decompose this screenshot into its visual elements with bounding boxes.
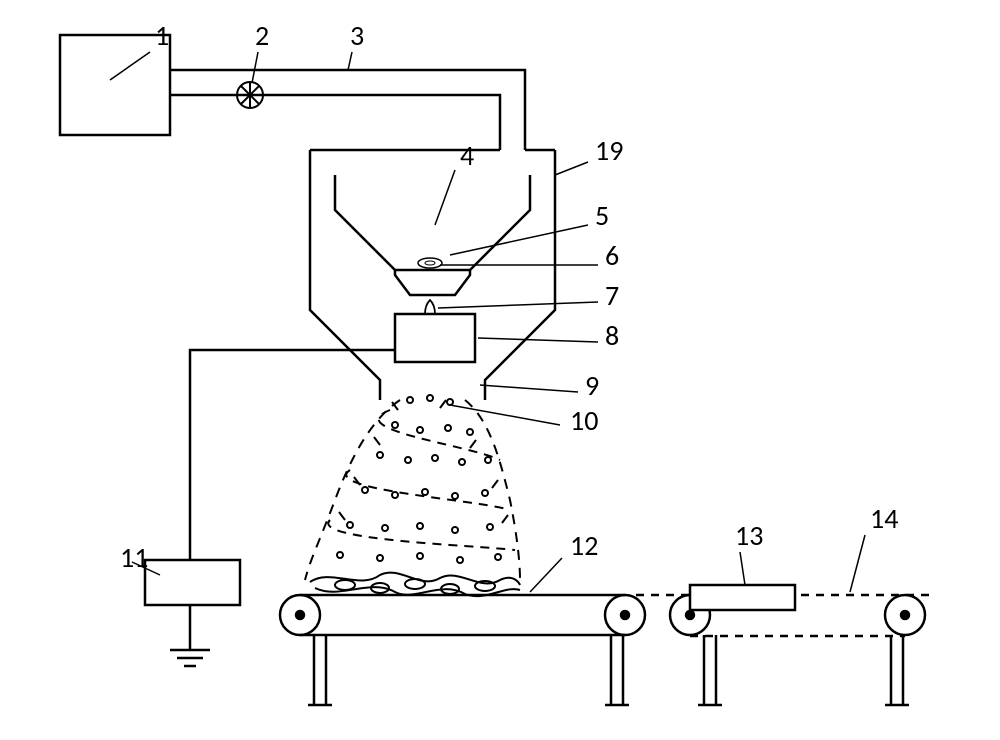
- conveyor: [280, 595, 925, 705]
- label-14: 14: [870, 501, 898, 536]
- label-10: 10: [570, 403, 598, 438]
- label-19: 19: [595, 133, 623, 168]
- label-12: 12: [570, 528, 598, 563]
- deposit-pile: [310, 573, 520, 597]
- item-6-mark-inner: [425, 261, 435, 265]
- nozzle-7: [425, 300, 435, 314]
- labels: 1 2 3 4 5 6 7 8 9 10 11 12 13 14 19: [120, 18, 898, 575]
- label-6: 6: [605, 238, 619, 273]
- label-5: 5: [595, 198, 609, 233]
- leader-lines: [110, 52, 865, 592]
- label-13: 13: [735, 518, 763, 553]
- label-2: 2: [255, 18, 269, 53]
- label-11: 11: [120, 540, 148, 575]
- wire-to-11: [190, 350, 395, 560]
- diagram-canvas: 1 2 3 4 5 6 7 8 9 10 11 12 13 14 19: [0, 0, 1000, 740]
- label-7: 7: [605, 278, 619, 313]
- label-1: 1: [155, 18, 169, 53]
- label-3: 3: [350, 18, 364, 53]
- label-4: 4: [460, 138, 474, 173]
- box-13: [690, 585, 795, 610]
- inner-funnel: [335, 175, 530, 295]
- fan-icon: [237, 82, 263, 108]
- box-1: [60, 35, 170, 135]
- spray-cone: [305, 395, 520, 580]
- device-11: [145, 560, 240, 605]
- item-6-mark: [418, 258, 442, 268]
- ground-icon: [170, 605, 210, 666]
- box-8: [395, 314, 475, 362]
- label-9: 9: [585, 368, 599, 403]
- label-8: 8: [605, 318, 619, 353]
